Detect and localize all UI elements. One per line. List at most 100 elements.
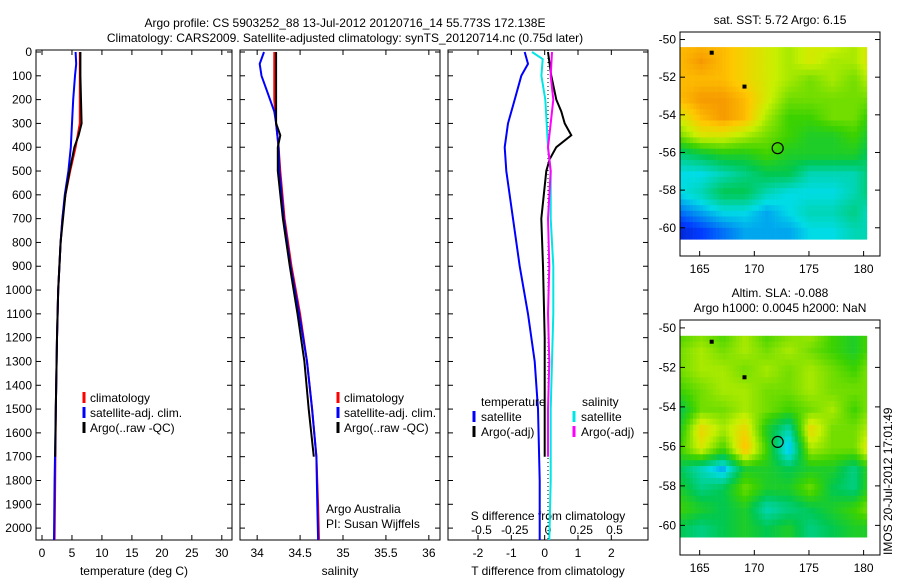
heatmap-cell xyxy=(863,148,868,155)
heatmap-cell xyxy=(696,472,700,479)
heatmap-cell xyxy=(850,109,855,116)
heatmap-cell xyxy=(804,466,809,473)
heatmap-cell xyxy=(689,365,694,372)
heatmap-cell xyxy=(725,233,730,240)
heatmap-cell xyxy=(725,436,730,443)
heatmap-cell xyxy=(732,531,737,538)
heatmap-cell xyxy=(683,216,687,223)
heatmap-cell xyxy=(725,120,730,127)
heatmap-cell xyxy=(732,58,737,65)
heatmap-cell xyxy=(742,483,746,491)
heatmap-cell xyxy=(863,97,868,105)
heatmap-cell xyxy=(689,227,694,234)
heatmap-cell xyxy=(857,97,861,105)
heatmap-cell xyxy=(689,143,694,150)
heatmap-cell xyxy=(706,531,710,538)
heatmap-cell xyxy=(765,335,769,342)
heatmap-cell xyxy=(771,472,776,479)
heatmap-cell xyxy=(775,401,779,408)
heatmap-cell xyxy=(732,383,737,390)
heatmap-cell xyxy=(824,114,828,121)
heatmap-cell xyxy=(837,507,841,514)
heatmap-cell xyxy=(696,210,700,217)
heatmap-cell xyxy=(706,412,710,419)
heatmap-cell xyxy=(801,69,805,76)
heatmap-cell xyxy=(686,80,691,88)
heatmap-cell xyxy=(686,171,691,178)
heatmap-cell xyxy=(807,47,812,54)
heatmap-cell xyxy=(758,227,763,234)
heatmap-cell xyxy=(863,227,868,234)
heatmap-cell xyxy=(821,483,825,491)
heatmap-cell xyxy=(765,466,769,473)
heatmap-cell xyxy=(791,176,796,184)
heatmap-cell xyxy=(693,436,697,443)
heatmap-cell xyxy=(824,483,828,491)
heatmap-cell xyxy=(699,131,704,138)
heatmap-cell xyxy=(811,52,815,59)
heatmap-cell xyxy=(824,210,828,217)
heatmap-cell xyxy=(686,389,691,396)
heatmap-cell xyxy=(686,120,691,127)
heatmap-cell xyxy=(716,120,720,127)
heatmap-cell xyxy=(791,389,796,396)
heatmap-cell xyxy=(752,227,756,234)
heatmap-cell xyxy=(837,182,841,189)
heatmap-cell xyxy=(814,103,818,110)
heatmap-cell xyxy=(781,472,786,479)
heatmap-cell xyxy=(712,531,717,538)
heatmap-cell xyxy=(762,495,766,502)
heatmap-cell xyxy=(807,86,812,93)
heatmap-cell xyxy=(735,154,740,161)
heatmap-cell xyxy=(807,335,812,342)
heatmap-cell xyxy=(817,205,822,212)
heatmap-cell xyxy=(699,466,704,473)
heatmap-cell xyxy=(699,52,704,59)
heatmap-cell xyxy=(752,120,756,127)
heatmap-cell xyxy=(712,395,717,402)
heatmap-cell xyxy=(755,353,759,360)
heatmap-cell xyxy=(843,233,848,240)
heatmap-cell xyxy=(784,205,789,212)
heatmap-cell xyxy=(811,97,815,105)
heatmap-cell xyxy=(765,430,769,437)
heatmap-cell xyxy=(762,483,766,491)
heatmap-cell xyxy=(781,478,786,485)
heatmap-cell xyxy=(712,137,717,144)
heatmap-cell xyxy=(837,148,841,155)
heatmap-cell xyxy=(860,507,864,514)
heatmap-cell xyxy=(680,418,684,425)
heatmap-cell xyxy=(778,478,782,485)
heatmap-cell xyxy=(771,531,776,538)
heatmap-cell xyxy=(771,120,776,127)
heatmap-cell xyxy=(778,182,782,189)
heatmap-cell xyxy=(827,436,832,443)
heatmap-cell xyxy=(716,199,720,206)
heatmap-cell xyxy=(739,188,743,195)
heatmap-cell xyxy=(752,182,756,189)
heatmap-cell xyxy=(817,478,822,485)
heatmap-cell xyxy=(853,531,858,538)
heatmap-cell xyxy=(811,86,815,93)
heatmap-cell xyxy=(791,188,796,195)
heatmap-cell xyxy=(847,454,851,461)
heatmap-cell xyxy=(680,109,684,116)
heatmap-cell xyxy=(735,519,740,526)
heatmap-cell xyxy=(804,210,809,217)
heatmap-cell xyxy=(860,97,864,105)
heatmap-cell xyxy=(804,395,809,402)
heatmap-cell xyxy=(725,227,730,234)
heatmap-cell xyxy=(804,495,809,502)
heatmap-cell xyxy=(771,401,776,408)
heatmap-cell xyxy=(830,222,835,229)
heatmap-cell xyxy=(739,58,743,65)
heatmap-cell xyxy=(788,472,792,479)
heatmap-cell xyxy=(742,501,746,508)
heatmap-cell xyxy=(680,401,684,408)
heatmap-cell xyxy=(686,182,691,189)
heatmap-cell xyxy=(840,92,845,99)
heatmap-cell xyxy=(834,193,838,201)
heatmap-cell xyxy=(827,377,832,384)
heatmap-cell xyxy=(735,412,740,419)
heatmap-cell xyxy=(853,176,858,184)
